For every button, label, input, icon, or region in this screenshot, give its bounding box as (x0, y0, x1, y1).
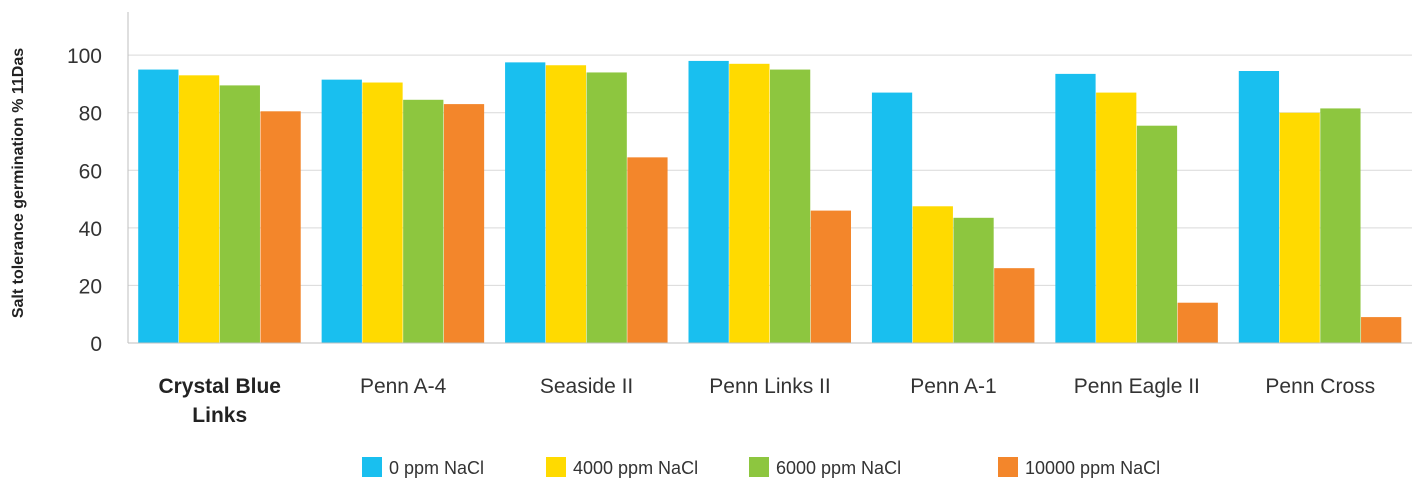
y-tick-label: 40 (79, 218, 102, 241)
bar (1238, 71, 1280, 344)
bar (912, 206, 953, 343)
bar (219, 85, 260, 343)
y-axis-label: Salt tolerance germination % 11Das (10, 48, 27, 318)
legend-swatch (546, 457, 566, 477)
y-tick-label: 100 (67, 45, 102, 68)
bar (1055, 73, 1096, 344)
x-tick-label: Penn Eagle II (1074, 375, 1200, 398)
legend-swatch (998, 457, 1018, 477)
bars (138, 60, 1402, 344)
x-tick-label: Penn A-1 (910, 375, 996, 398)
legend: 0 ppm NaCl 4000 ppm NaCl 6000 ppm NaCl 1000… (362, 457, 1160, 478)
legend-label: 10000 ppm NaCl (1025, 458, 1160, 478)
bar (443, 104, 485, 344)
bar (321, 79, 362, 343)
y-axis-ticks: 0 20 40 60 80 100 (67, 45, 102, 356)
y-tick-label: 80 (79, 103, 102, 126)
bar (1136, 125, 1178, 343)
x-axis-labels: Crystal Blue Links Penn A-4 Seaside II Penn … (158, 375, 1375, 427)
legend-label: 6000 ppm NaCl (776, 458, 901, 478)
bar (403, 99, 444, 343)
bar (688, 60, 729, 344)
bar (994, 268, 1035, 343)
legend-label: 4000 ppm NaCl (573, 458, 698, 478)
x-tick-label: Crystal Blue Links (158, 375, 281, 427)
bar (138, 69, 179, 343)
legend-swatch (362, 457, 382, 477)
legend-label: 0 ppm NaCl (389, 458, 484, 478)
bar (729, 63, 770, 344)
bar (545, 65, 587, 343)
bar (810, 210, 851, 343)
bar (953, 217, 994, 343)
bar (260, 111, 301, 343)
x-tick-label: Penn Cross (1265, 375, 1375, 398)
bar (770, 69, 811, 343)
bar (1361, 317, 1402, 343)
x-tick-label: Seaside II (540, 375, 633, 398)
x-tick-label: Penn Links II (709, 375, 830, 398)
x-tick-label: Penn A-4 (360, 375, 447, 398)
legend-swatch (749, 457, 769, 477)
y-tick-label: 0 (90, 333, 102, 356)
bar (1096, 92, 1137, 343)
bar (362, 82, 403, 343)
bar (1320, 108, 1361, 343)
bar (1279, 112, 1320, 343)
bar (178, 75, 220, 343)
bar (627, 157, 668, 343)
bar (1177, 302, 1218, 343)
bar (505, 62, 546, 343)
axes (127, 12, 1412, 344)
y-tick-label: 20 (79, 275, 102, 298)
bar (871, 92, 913, 343)
y-tick-label: 60 (79, 160, 102, 183)
bar (586, 72, 627, 343)
